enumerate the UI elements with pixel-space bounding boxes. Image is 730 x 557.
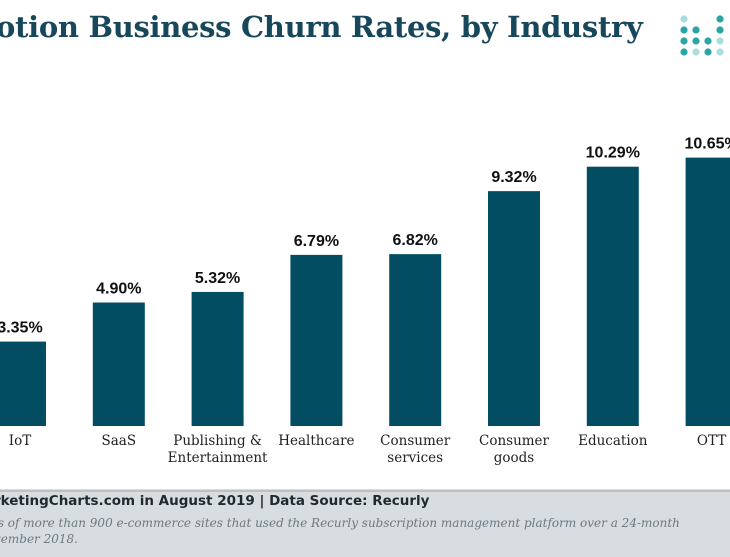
footer-divider xyxy=(0,490,730,492)
logo-dot xyxy=(692,48,700,56)
category-label-1: SaaS xyxy=(102,433,137,449)
bar-value-label-4: 6.82% xyxy=(393,232,438,249)
bar-3 xyxy=(290,254,343,426)
category-label-6: Education xyxy=(578,433,648,449)
logo-dot xyxy=(692,37,700,45)
bar-value-label-0: 3.35% xyxy=(0,320,43,337)
bar-5 xyxy=(488,191,540,426)
chart-title: otion Business Churn Rates, by Industry xyxy=(0,10,643,44)
category-label-5: Consumer goods xyxy=(479,433,550,466)
logo-dot xyxy=(716,15,724,23)
marketingcharts-logo-icon xyxy=(680,15,724,56)
methodology-note-line-1: is of more than 900 e-commerce sites tha… xyxy=(0,516,680,530)
category-label-0: IoT xyxy=(9,433,31,449)
source-credit: rketingCharts.com in August 2019 | Data … xyxy=(0,493,430,509)
logo-dot xyxy=(716,37,724,45)
bar-value-label-7: 10.65% xyxy=(684,136,730,153)
bar-0 xyxy=(0,341,46,426)
category-label-4: Consumer services xyxy=(380,433,451,466)
category-label-7: OTT xyxy=(697,433,726,449)
bar-2 xyxy=(191,291,244,426)
logo-dot xyxy=(704,37,712,45)
logo-dot xyxy=(680,26,688,34)
methodology-note: is of more than 900 e-commerce sites tha… xyxy=(0,515,730,547)
logo-dot xyxy=(680,37,688,45)
bar-4 xyxy=(389,254,442,426)
bar-chart: 3.35% IoT 4.90% SaaS 5.32% Publishing & Entert… xyxy=(0,136,730,466)
logo-dot xyxy=(704,48,712,56)
bar-value-label-6: 10.29% xyxy=(586,145,640,162)
logo-dot xyxy=(680,15,688,23)
bar-6 xyxy=(586,166,639,426)
bar-value-label-3: 6.79% xyxy=(294,233,339,250)
bar-value-label-5: 9.32% xyxy=(491,169,536,186)
bar-7 xyxy=(685,157,730,426)
category-label-3: Healthcare xyxy=(278,433,354,449)
footer: rketingCharts.com in August 2019 | Data … xyxy=(0,489,730,557)
logo-dot xyxy=(680,48,688,56)
logo-dot xyxy=(692,26,700,34)
bar-value-label-1: 4.90% xyxy=(96,281,141,298)
methodology-note-line-2: vember 2018. xyxy=(0,532,78,546)
bar-value-label-2: 5.32% xyxy=(195,270,240,287)
category-label-2: Publishing & Entertainment xyxy=(168,433,268,466)
logo-dot xyxy=(716,48,724,56)
bar-1 xyxy=(92,302,145,426)
logo-dot xyxy=(716,26,724,34)
